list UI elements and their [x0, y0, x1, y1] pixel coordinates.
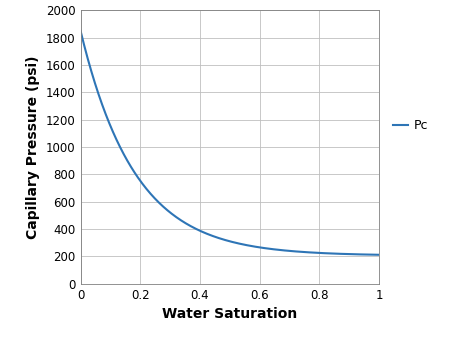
Pc — [369, 253, 375, 257]
Pc — [221, 238, 227, 242]
Pc — [78, 29, 83, 33]
Legend: Pc: Pc — [388, 114, 433, 137]
X-axis label: Water Saturation: Water Saturation — [162, 307, 298, 321]
Pc — [376, 253, 382, 257]
Line: Pc: Pc — [81, 31, 379, 255]
Pc — [322, 251, 328, 255]
Pc — [219, 237, 225, 241]
Pc — [255, 245, 261, 249]
Y-axis label: Capillary Pressure (psi): Capillary Pressure (psi) — [27, 55, 40, 239]
Pc — [239, 242, 245, 246]
